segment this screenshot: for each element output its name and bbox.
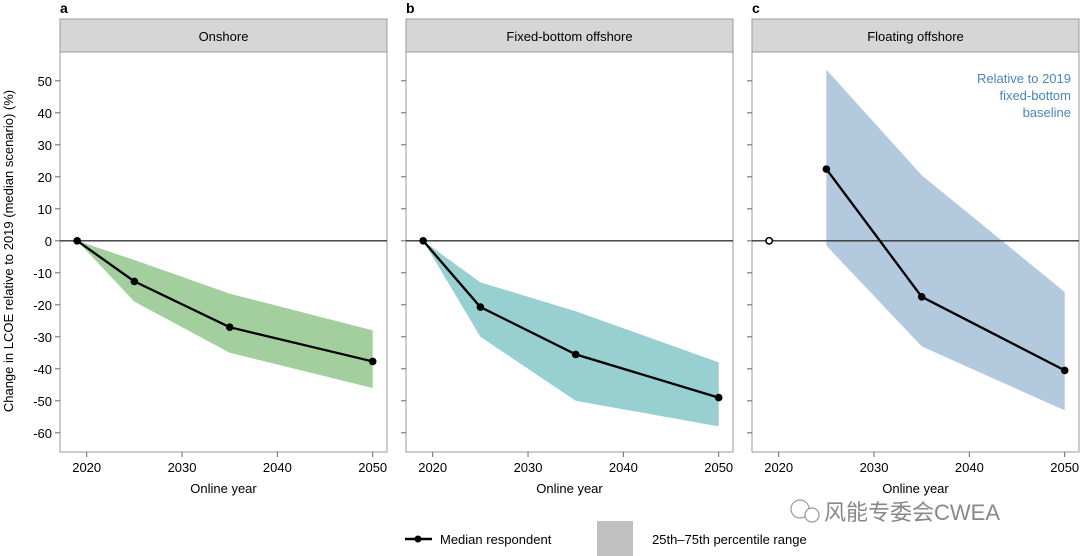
percentile-band: [77, 240, 373, 388]
panel-letter: c: [752, 0, 760, 16]
plot-area: [59, 51, 388, 453]
median-point: [368, 357, 377, 366]
baseline-point: [765, 236, 774, 245]
panel-c: c Floating offshore 2020 2030 2040 2050 Online…: [747, 0, 1080, 496]
percentile-band: [423, 240, 719, 427]
x-tick-label: 2040: [955, 460, 984, 475]
y-tick-label: 50: [38, 74, 52, 89]
y-tick-label: 0: [45, 234, 52, 249]
median-point: [419, 237, 427, 245]
watermark: 风能专委会CWEA: [790, 499, 1000, 525]
x-tick-label: 2030: [860, 460, 889, 475]
median-point: [73, 237, 81, 245]
median-line: [422, 240, 720, 399]
panel-strip: [751, 18, 1080, 53]
x-tick-label: 2030: [168, 460, 197, 475]
x-tick-label: 2050: [358, 460, 387, 475]
x-tick-label: 2020: [72, 460, 101, 475]
x-axis-label: Online year: [882, 481, 949, 496]
legend: Median respondent 25th–75th percentile r…: [405, 521, 807, 556]
y-tick-label: -50: [33, 394, 52, 409]
percentile-band: [826, 69, 1065, 411]
x-tick-label: 2030: [514, 460, 543, 475]
y-tick-label: -60: [33, 426, 52, 441]
legend-range-label: 25th–75th percentile range: [652, 532, 807, 547]
median-point: [822, 165, 831, 173]
legend-median-dot: [414, 535, 422, 543]
x-tick-label: 2050: [704, 460, 733, 475]
y-tick-label: 20: [38, 170, 52, 185]
wechat-icon-small: [804, 507, 820, 523]
median-point: [130, 277, 139, 286]
median-point: [714, 393, 723, 402]
median-line: [76, 239, 373, 363]
panel-letter: a: [60, 0, 68, 16]
panel-strip: [59, 18, 388, 53]
median-point: [1060, 366, 1069, 375]
x-tick-label: 2050: [1050, 460, 1079, 475]
median-point: [571, 350, 580, 359]
median-point: [225, 323, 234, 332]
median-point: [917, 293, 926, 301]
panel-b: b Fixed-bottom offshore 2020 2030 2040 2050 On…: [401, 0, 734, 496]
y-axis-label: Change in LCOE relative to 2019 (median …: [1, 90, 16, 412]
legend-median-label: Median respondent: [440, 532, 552, 547]
panel-a: a Onshore 50 40 30 20 10 0 -10 -20 -30 -40 -50 -60 202…: [33, 0, 388, 496]
panel-letter: b: [406, 0, 415, 16]
y-tick-label: 30: [38, 138, 52, 153]
y-tick-label: -40: [33, 362, 52, 377]
panel-title: Onshore: [199, 29, 249, 44]
x-tick-label: 2040: [609, 460, 638, 475]
x-axis-label: Online year: [536, 481, 603, 496]
annotation-line: fixed-bottom: [999, 88, 1071, 103]
x-tick-label: 2040: [263, 460, 292, 475]
x-axis-label: Online year: [190, 481, 257, 496]
panel-strip: [405, 18, 734, 53]
x-tick-label: 2020: [418, 460, 447, 475]
panel-title: Floating offshore: [867, 29, 964, 44]
y-tick-label: 40: [38, 106, 52, 121]
panel-title: Fixed-bottom offshore: [506, 29, 632, 44]
y-tick-label: -20: [33, 298, 52, 313]
x-tick-label: 2020: [764, 460, 793, 475]
y-tick-label: 10: [38, 202, 52, 217]
y-tick-label: -10: [33, 266, 52, 281]
annotation-line: Relative to 2019: [977, 71, 1071, 86]
annotation-line: baseline: [1023, 105, 1071, 120]
legend-range-swatch: [597, 521, 633, 556]
y-tick-label: -30: [33, 330, 52, 345]
watermark-text: 风能专委会CWEA: [824, 500, 1000, 525]
median-point: [476, 303, 485, 311]
